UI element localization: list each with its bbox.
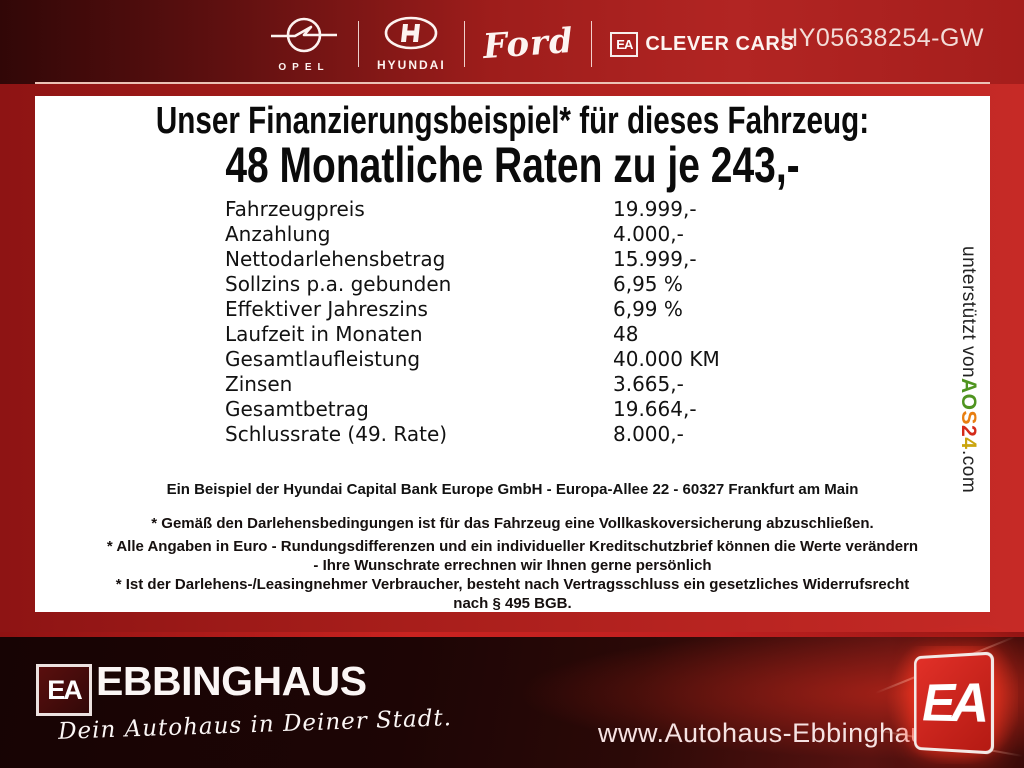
aos24-letter: S — [957, 410, 980, 426]
supported-by-prefix: unterstützt von — [958, 246, 979, 379]
row-value: 15.999,- — [613, 247, 697, 271]
bank-example-note: Ein Beispiel der Hyundai Capital Bank Eu… — [166, 481, 859, 498]
dealer-footer: EA EBBINGHAUS Dein Autohaus in Deiner St… — [0, 632, 1024, 768]
row-value: 3.665,- — [613, 372, 684, 396]
financing-panel: Unser Finanzierungsbeispiel* für dieses … — [35, 96, 990, 612]
supported-by-vertical-text: unterstützt von AOS24 .com — [948, 246, 988, 546]
ea-glow-logo: EA — [874, 635, 1024, 764]
clever-cars-wordmark: CLEVER CARS — [645, 32, 795, 55]
disclaimer-line: * Ist der Darlehens-/Leasingnehmer Verbr… — [115, 576, 910, 593]
dealer-tagline: Dein Autohaus in Deiner Stadt. — [57, 705, 453, 745]
offer-title: Unser Finanzierungsbeispiel* für dieses … — [155, 100, 870, 142]
aos24-letter: O — [957, 393, 980, 411]
dealer-name: EBBINGHAUS — [96, 658, 367, 704]
vehicle-id: HY05638254-GW — [780, 24, 984, 52]
supported-by-suffix: .com — [958, 449, 979, 493]
row-value: 8.000,- — [613, 422, 684, 446]
ea-badge-icon: EA — [36, 664, 92, 716]
disclaimer-line: nach § 495 BGB. — [453, 595, 572, 612]
opel-blitz-icon — [268, 15, 340, 60]
ford-wordmark: Ford — [481, 20, 575, 68]
row-label: Gesamtlaufleistung — [225, 347, 421, 371]
row-label: Effektiver Jahreszins — [225, 297, 428, 321]
disclaimer-line: - Ihre Wunschrate errechnen wir Ihnen ge… — [313, 557, 712, 574]
offer-rate-headline: 48 Monatliche Raten zu je 243,- — [225, 137, 800, 193]
aos24-letter: A — [957, 378, 980, 394]
row-label: Zinsen — [225, 372, 293, 396]
aos24-letter: 2 — [957, 425, 980, 438]
row-label: Laufzeit in Monaten — [225, 322, 423, 346]
aos24-letter: 4 — [957, 437, 980, 450]
row-label: Anzahlung — [225, 222, 331, 246]
ford-logo: Ford — [481, 20, 575, 68]
disclaimer-block: * Gemäß den Darlehensbedingungen ist für… — [35, 514, 990, 613]
hyundai-h-icon — [379, 16, 443, 57]
row-label: Nettodarlehensbetrag — [225, 247, 446, 271]
ea-badge-icon: EA — [610, 31, 639, 57]
disclaimer-line: * Gemäß den Darlehensbedingungen ist für… — [151, 515, 874, 532]
row-value: 4.000,- — [613, 222, 684, 246]
header-separator-line — [35, 82, 990, 84]
row-label: Schlussrate (49. Rate) — [225, 422, 448, 446]
row-label: Fahrzeugpreis — [225, 197, 365, 221]
row-label: Gesamtbetrag — [225, 397, 369, 421]
opel-logo: OPEL — [268, 15, 340, 73]
financing-table: Fahrzeugpreis 19.999,- Anzahlung 4.000,- N… — [225, 197, 720, 447]
brand-divider — [591, 21, 593, 67]
hyundai-wordmark: HYUNDAI — [377, 58, 446, 72]
row-value: 6,99 % — [613, 297, 683, 321]
disclaimer-line: * Alle Angaben in Euro - Rundungsdiffere… — [106, 538, 919, 555]
row-value: 19.999,- — [613, 197, 697, 221]
clever-cars-logo: EA CLEVER CARS — [610, 31, 795, 57]
row-value: 19.664,- — [613, 397, 697, 421]
header-brand-bar: OPEL HYUNDAI Ford — [0, 0, 1024, 84]
row-value: 40.000 KM — [613, 347, 720, 371]
row-value: 48 — [613, 322, 639, 346]
hyundai-logo: HYUNDAI — [377, 16, 446, 72]
brand-logo-row: OPEL HYUNDAI Ford — [268, 12, 794, 76]
opel-wordmark: OPEL — [278, 62, 330, 73]
brand-divider — [358, 21, 359, 67]
brand-divider — [463, 21, 465, 67]
footer-accent-line — [0, 632, 1024, 637]
row-value: 6,95 % — [613, 272, 683, 296]
row-label: Sollzins p.a. gebunden — [225, 272, 452, 296]
ea-big-badge-icon: EA — [913, 651, 995, 755]
